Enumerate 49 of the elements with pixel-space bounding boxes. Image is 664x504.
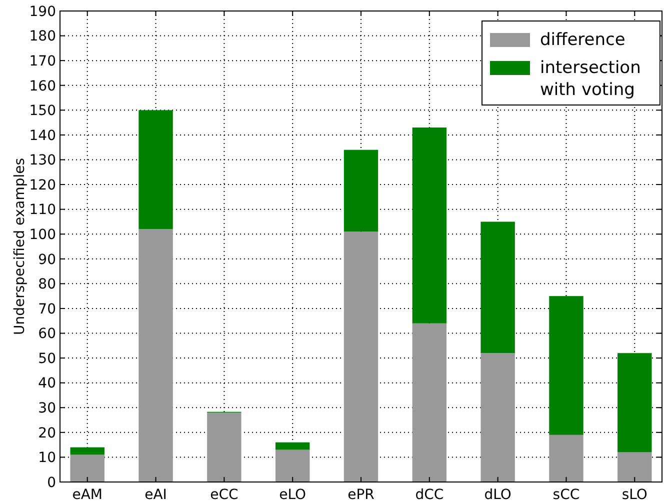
- y-tick-label: 120: [29, 177, 56, 194]
- y-tick-label: 160: [29, 78, 56, 94]
- y-tick-label: 30: [38, 400, 56, 417]
- bar: [480, 222, 515, 354]
- y-tick-label: 60: [38, 326, 56, 342]
- bar: [618, 452, 652, 482]
- y-tick-label: 70: [38, 301, 56, 318]
- legend-label: difference: [540, 30, 626, 50]
- x-tick-label: eAI: [144, 487, 167, 503]
- x-tick-label: dLO: [484, 487, 512, 503]
- y-tick-label: 110: [29, 202, 56, 218]
- x-tick-label: eAM: [72, 487, 103, 503]
- y-tick-label: 0: [47, 474, 56, 491]
- y-tick-label: 90: [38, 252, 56, 268]
- x-tick-label: sCC: [552, 487, 580, 503]
- y-tick-label: 100: [29, 227, 56, 244]
- bar: [344, 232, 378, 482]
- y-tick-label: 40: [38, 376, 56, 392]
- bar: [275, 450, 310, 482]
- y-tick-label: 130: [29, 152, 56, 169]
- y-tick-label: 50: [38, 350, 56, 367]
- bar: [412, 323, 447, 482]
- bar: [207, 412, 242, 482]
- y-tick-label: 80: [38, 276, 56, 293]
- y-tick-label: 10: [38, 450, 56, 466]
- y-tick-label: 170: [29, 53, 56, 70]
- bar: [480, 353, 515, 482]
- bar: [138, 229, 173, 482]
- bar: [344, 150, 378, 232]
- bar: [549, 434, 584, 482]
- x-tick-label: dCC: [415, 487, 444, 503]
- bar: [70, 447, 104, 455]
- y-tick-label: 190: [29, 4, 56, 20]
- bar: [412, 128, 447, 324]
- x-tick-label: ePR: [348, 487, 375, 503]
- y-tick-label: 150: [29, 103, 56, 120]
- y-axis-title: Underspecified examples: [12, 158, 28, 336]
- bar: [618, 353, 652, 452]
- bar: [70, 454, 104, 482]
- bar: [549, 296, 584, 435]
- x-tick-label: sLO: [622, 487, 648, 503]
- x-tick-label: eLO: [279, 487, 306, 503]
- y-tick-label: 180: [29, 28, 56, 45]
- y-tick-label: 20: [38, 425, 56, 442]
- legend-label: intersection with voting: [540, 58, 641, 100]
- y-tick-label: 140: [29, 128, 56, 144]
- bar: [138, 110, 173, 230]
- bar: [275, 442, 310, 450]
- x-tick-label: eCC: [210, 487, 238, 503]
